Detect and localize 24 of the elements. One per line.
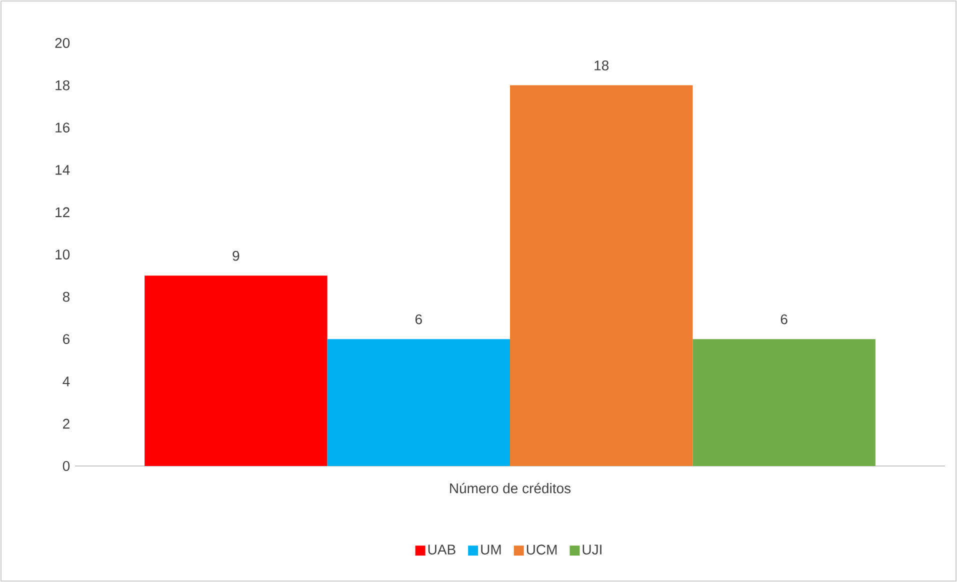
y-tick-label: 8 [62, 292, 70, 302]
bar [510, 85, 693, 466]
data-label: 18 [594, 60, 609, 70]
y-tick-label: 18 [56, 80, 70, 90]
y-tick-label: 4 [62, 376, 70, 386]
y-tick-label: 12 [56, 207, 70, 218]
data-label: 6 [415, 314, 422, 324]
y-tick-label: 14 [56, 165, 70, 175]
y-tick-label: 20 [55, 38, 70, 48]
data-label: 6 [780, 314, 788, 324]
x-tick-label: Número de créditos [450, 482, 571, 494]
y-tick-label: 6 [63, 334, 70, 344]
legend-label: UCM [526, 544, 557, 555]
y-tick-label: 16 [56, 122, 70, 133]
y-tick-label: 0 [62, 461, 70, 471]
y-tick-label: 10 [56, 250, 70, 260]
legend-label: UAB [428, 544, 456, 555]
bar [144, 276, 328, 466]
y-tick-label: 2 [63, 418, 70, 429]
bar [692, 339, 876, 466]
data-label: 9 [232, 250, 240, 261]
legend-label: UM [481, 544, 501, 555]
legend-label: UJI [582, 544, 602, 555]
bar [327, 339, 510, 466]
